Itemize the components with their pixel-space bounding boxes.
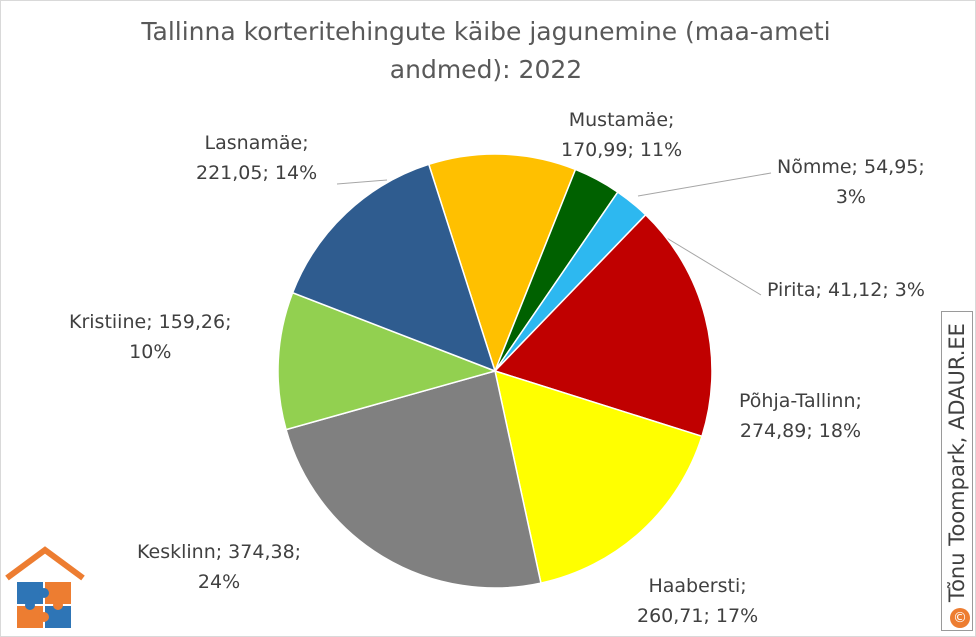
label-kesklinn: Kesklinn; 374,38; 24%	[137, 537, 301, 597]
pie-slice-lasnamae	[291, 163, 497, 373]
chart-title: Tallinna korteritehingute käibe jagunemi…	[141, 17, 831, 84]
pie-slice-pohja-tallinn	[493, 213, 713, 438]
label-nomme: Nõmme; 54,95; 3%	[777, 152, 925, 212]
leader-line-nomme	[637, 172, 772, 197]
house-puzzle-logo	[5, 546, 85, 628]
logo-knob-2	[53, 600, 63, 610]
label-pirita-line1: Pirita; 41,12; 3%	[767, 279, 925, 301]
pie-slice-mustamae	[427, 153, 577, 374]
label-lasnamae-line2: 221,05; 14%	[196, 162, 318, 184]
logo-piece-2	[45, 582, 71, 604]
label-nomme-line1: Nõmme; 54,95;	[777, 156, 925, 178]
label-pohja-line1: Põhja-Tallinn;	[739, 390, 862, 412]
label-lasnamae: Lasnamäe; 221,05; 14%	[196, 128, 317, 188]
logo-piece-3	[17, 606, 43, 628]
label-nomme-line2: 3%	[835, 186, 866, 208]
label-kristiine: Kristiine; 159,26; 10%	[69, 307, 232, 367]
logo-piece-4	[45, 606, 71, 628]
copyright-watermark: © Tõnu Toompark, ADAUR.EE	[941, 311, 973, 631]
label-mustamae: Mustamäe; 170,99; 11%	[561, 105, 682, 165]
pie-slice-kesklinn	[285, 370, 542, 589]
logo-piece-1	[17, 582, 43, 604]
label-haabersti-line2: 260,71; 17%	[637, 605, 759, 627]
label-lasnamae-line1: Lasnamäe;	[204, 132, 309, 154]
label-pohja: Põhja-Tallinn; 274,89; 18%	[739, 386, 862, 446]
label-kesklinn-line2: 24%	[197, 571, 241, 593]
leader-lines	[336, 172, 772, 296]
watermark-text-wrap: © Tõnu Toompark, ADAUR.EE	[944, 323, 970, 628]
pie-slice-kristiine	[277, 291, 498, 431]
pie-slices	[277, 153, 713, 589]
label-pirita: Pirita; 41,12; 3%	[767, 275, 925, 305]
label-haabersti: Haabersti; 260,71; 17%	[637, 571, 758, 631]
copyright-icon: ©	[950, 608, 970, 628]
label-mustamae-line1: Mustamäe;	[568, 109, 675, 131]
label-kesklinn-line1: Kesklinn; 374,38;	[137, 541, 302, 563]
watermark-text: Tõnu Toompark, ADAUR.EE	[945, 323, 969, 602]
label-pohja-line2: 274,89; 18%	[739, 420, 862, 442]
logo-knob-4	[39, 612, 49, 622]
leader-line-pirita	[664, 236, 762, 296]
label-kristiine-line1: Kristiine; 159,26;	[69, 311, 232, 333]
logo-roof	[5, 546, 85, 581]
logo-knob-1	[39, 588, 49, 598]
logo-knob-3	[25, 600, 35, 610]
label-haabersti-line1: Haabersti;	[648, 575, 747, 597]
label-mustamae-line2: 170,99; 11%	[561, 139, 683, 161]
label-kristiine-line2: 10%	[129, 341, 172, 363]
leader-line-lasnamae	[336, 179, 388, 185]
pie-slice-haabersti	[493, 369, 703, 584]
